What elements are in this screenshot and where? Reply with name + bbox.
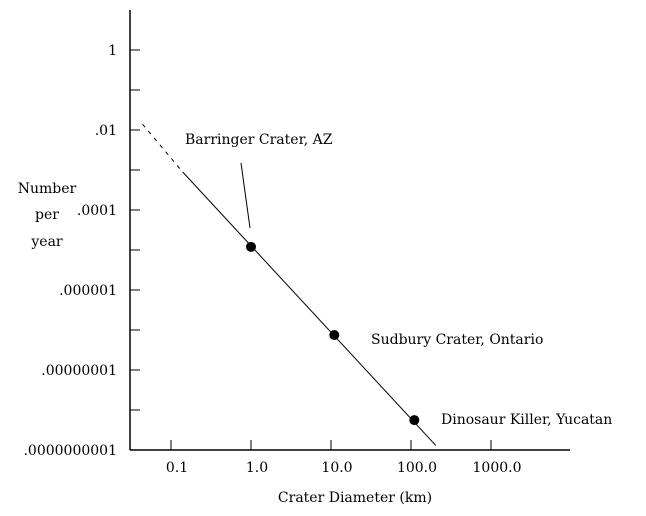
point-label: Sudbury Crater, Ontario xyxy=(371,332,543,348)
trend-line-extrapolated xyxy=(142,123,184,173)
x-axis-label: Crater Diameter (km) xyxy=(278,490,432,506)
y-axis-label-line: per xyxy=(35,207,59,223)
y-tick-label: 1 xyxy=(108,43,117,59)
y-axis-label-line: Number xyxy=(18,181,77,197)
y-axis-label-line: year xyxy=(30,234,63,250)
x-tick-label: 0.1 xyxy=(166,460,188,476)
y-axis-label: Number per year xyxy=(18,181,77,250)
y-tick-label: .0001 xyxy=(77,203,117,219)
data-point xyxy=(329,329,340,340)
y-tick-label: .0000000001 xyxy=(23,443,117,459)
y-tick-label: .000001 xyxy=(59,283,117,299)
trend-line xyxy=(182,171,437,446)
x-tick-label: 1000.0 xyxy=(473,460,522,476)
x-tick-label: 1.0 xyxy=(246,460,268,476)
data-point xyxy=(409,415,420,426)
y-tick-label: .01 xyxy=(95,123,117,139)
barringer-leader-line xyxy=(240,162,251,229)
point-label: Barringer Crater, AZ xyxy=(185,132,333,148)
data-point xyxy=(246,241,256,252)
y-tick-label: .00000001 xyxy=(41,363,117,379)
x-tick-label: 100.0 xyxy=(397,460,437,476)
x-tick-label: 10.0 xyxy=(321,460,352,476)
point-label: Dinosaur Killer, Yucatan xyxy=(441,412,612,428)
